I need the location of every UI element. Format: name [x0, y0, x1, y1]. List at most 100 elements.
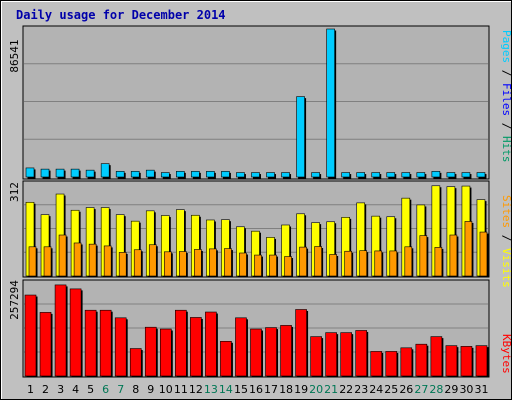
visits-ymax-label: 312 — [8, 182, 21, 202]
sites-bar-20 — [314, 246, 322, 277]
hits-panel-legend: Pages / Files / Hits — [500, 30, 512, 163]
kbytes-bar-13 — [205, 311, 217, 377]
hits-bar-16 — [251, 172, 260, 178]
kbytes-bar-7 — [114, 317, 127, 377]
hits-bar-7 — [115, 171, 125, 178]
hits-bar-9 — [145, 169, 155, 178]
x-tick-25: 25 — [384, 383, 398, 396]
x-tick-31: 31 — [474, 383, 488, 396]
chart-title: Daily usage for December 2014 — [16, 8, 226, 22]
x-tick-21: 21 — [324, 383, 338, 396]
sites-bar-31 — [479, 231, 488, 277]
hits-bar-29 — [446, 172, 456, 178]
x-tick-27: 27 — [414, 383, 428, 396]
hits-bar-3 — [55, 168, 65, 178]
x-tick-26: 26 — [399, 383, 413, 396]
kbytes-bar-23 — [355, 330, 368, 377]
sites-bar-28 — [434, 247, 443, 277]
kbytes-bar-16 — [250, 328, 262, 377]
kbytes-bar-24 — [370, 351, 383, 377]
hits-bar-4 — [70, 168, 80, 178]
legend-sep-3: / — [500, 228, 512, 248]
hits-bar-15 — [236, 172, 245, 178]
hits-bar-26 — [401, 172, 411, 178]
sites-bar-26 — [404, 246, 413, 277]
hits-bar-13 — [206, 171, 215, 178]
kbytes-bar-1 — [24, 294, 37, 377]
sites-bar-27 — [419, 235, 428, 277]
kbytes-bar-25 — [385, 351, 398, 377]
sites-bar-21 — [329, 254, 337, 277]
sites-bar-5 — [88, 243, 97, 277]
hits-bar-17 — [266, 172, 275, 178]
sites-bar-24 — [374, 250, 383, 277]
kbytes-bar-9 — [144, 326, 157, 377]
legend-sites: Sites — [500, 195, 512, 228]
x-tick-24: 24 — [369, 383, 383, 396]
sites-bar-3 — [58, 234, 67, 277]
sites-bar-4 — [73, 242, 82, 277]
visits-panel-legend: Sites / Visits — [500, 195, 512, 288]
kbytes-bar-15 — [235, 317, 247, 377]
panel-hits-bg — [22, 25, 490, 180]
hits-bar-1 — [25, 167, 35, 178]
sites-bar-1 — [28, 246, 37, 277]
kbytes-bar-10 — [159, 328, 172, 377]
kbytes-bar-27 — [415, 343, 428, 377]
x-tick-13: 13 — [204, 383, 218, 396]
sites-bar-23 — [359, 250, 368, 277]
hits-bar-10 — [160, 172, 170, 178]
kbytes-panel-legend: KBytes — [500, 334, 512, 374]
sites-bar-30 — [464, 221, 473, 277]
kbytes-bar-21 — [325, 332, 337, 377]
kbytes-bar-6 — [99, 309, 112, 377]
x-tick-28: 28 — [429, 383, 443, 396]
hits-bar-31 — [476, 172, 486, 178]
kbytes-bar-19 — [295, 309, 307, 377]
hits-bar-5 — [85, 169, 95, 178]
kbytes-bar-14 — [220, 341, 232, 377]
sites-bar-11 — [179, 251, 187, 277]
x-tick-15: 15 — [234, 383, 248, 396]
sites-bar-9 — [148, 244, 157, 277]
hits-bar-22 — [341, 172, 350, 178]
hits-bar-30 — [461, 172, 471, 178]
hits-bar-23 — [356, 172, 366, 178]
x-tick-16: 16 — [249, 383, 263, 396]
sites-bar-16 — [254, 254, 262, 277]
kbytes-bar-18 — [280, 325, 292, 377]
hits-bar-20 — [311, 172, 320, 178]
kbytes-bar-3 — [54, 284, 67, 377]
kbytes-bar-31 — [475, 345, 488, 377]
sites-bar-25 — [389, 250, 398, 277]
bars-layer — [24, 28, 489, 378]
sites-bar-17 — [269, 254, 277, 277]
sites-bar-10 — [163, 251, 172, 277]
x-tick-1: 1 — [27, 383, 34, 396]
legend-pages: Pages — [500, 30, 512, 63]
sites-bar-6 — [103, 245, 112, 277]
legend-hits: Hits — [500, 136, 512, 163]
kbytes-bar-4 — [69, 288, 82, 377]
sites-bar-29 — [449, 234, 458, 277]
x-tick-19: 19 — [294, 383, 308, 396]
kbytes-bar-11 — [175, 309, 187, 377]
hits-bar-27 — [416, 172, 426, 178]
legend-visits: Visits — [500, 248, 512, 288]
sites-bar-8 — [133, 249, 142, 277]
sites-bar-22 — [344, 250, 352, 277]
sites-bar-2 — [43, 246, 52, 277]
sites-bar-7 — [118, 252, 127, 277]
sites-bar-18 — [284, 256, 292, 277]
legend-sep-2: / — [500, 116, 512, 136]
sites-bar-14 — [224, 248, 232, 277]
hits-bar-12 — [191, 171, 200, 178]
x-tick-10: 10 — [159, 383, 173, 396]
hits-bar-21 — [326, 28, 335, 178]
kbytes-bar-20 — [310, 336, 322, 377]
hits-ymax-label: 86541 — [8, 39, 21, 72]
kbytes-bar-8 — [129, 348, 142, 377]
kbytes-bar-5 — [84, 309, 97, 377]
x-tick-30: 30 — [459, 383, 473, 396]
hits-bar-6 — [100, 163, 110, 178]
